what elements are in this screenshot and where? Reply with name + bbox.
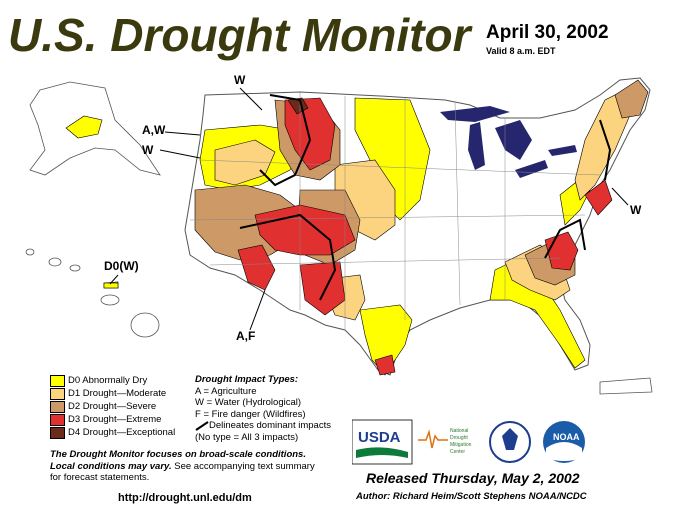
impact-title: Drought Impact Types:	[195, 374, 299, 385]
usda-logo-text: USDA	[358, 429, 401, 446]
legend-label-d2: D2 Drought—Severe	[68, 401, 157, 412]
impact-lines	[239, 94, 612, 301]
impact-delineates-row: Delineates dominant impacts	[195, 420, 331, 432]
label-af: A,F	[236, 329, 255, 343]
label-d0w-hawaii: D0(W)	[104, 259, 139, 273]
label-w-top: W	[234, 73, 246, 87]
impact-note: (No type = All 3 impacts)	[195, 431, 299, 443]
map-date: April 30, 2002	[486, 22, 609, 43]
noaa-logo-text: NOAA	[553, 432, 580, 442]
legend-swatch-d0	[50, 374, 65, 387]
ndmc-signal-icon	[418, 429, 448, 449]
great-lakes	[440, 106, 577, 178]
label-aw: A,W	[142, 123, 166, 137]
delineation-line-icon	[195, 420, 209, 431]
ndmc-line-2: Drought	[450, 435, 468, 441]
impact-water: W = Water (Hydrological)	[195, 397, 302, 408]
legend-label-d1: D1 Drought—Moderate	[68, 388, 167, 399]
legend-item-d3: D3 Drought—Extreme	[50, 413, 175, 426]
author-credit: Author: Richard Heim/Scott Stephens NOAA…	[356, 491, 587, 502]
legend-swatch-d4	[50, 426, 65, 439]
map-title: U.S. Drought Monitor	[8, 9, 471, 61]
impact-fire: F = Fire danger (Wildfires)	[195, 408, 306, 420]
label-pointers	[109, 87, 629, 331]
puerto-rico	[599, 377, 653, 395]
focus-line-2: Local conditions may vary. See accompany…	[50, 461, 350, 473]
alaska-d0	[65, 115, 103, 139]
hawaii-d0	[103, 282, 119, 289]
ndmc-line-4: Center	[450, 449, 465, 455]
legend-item-d2: D2 Drought—Severe	[50, 400, 175, 413]
release-date: Released Thursday, May 2, 2002	[366, 470, 580, 486]
state-borders	[189, 92, 601, 330]
d1-northeast	[574, 89, 631, 201]
hawaii	[25, 248, 160, 338]
legend: D0 Abnormally Dry D1 Drought—Moderate D2…	[50, 374, 175, 439]
legend-item-d0: D0 Abnormally Dry	[50, 374, 175, 387]
d3-arizona	[237, 244, 276, 291]
legend-label-d4: D4 Drought—Exceptional	[68, 427, 176, 438]
d3-south-texas	[374, 354, 396, 376]
legend-label-d0: D0 Abnormally Dry	[68, 375, 148, 386]
focus-line-2-bold: Local conditions may vary.	[50, 460, 172, 472]
d0-texas	[359, 304, 413, 376]
focus-note: The Drought Monitor focuses on broad-sca…	[50, 449, 350, 484]
impact-delineates: Delineates dominant impacts	[209, 420, 331, 431]
label-w-east: W	[630, 203, 642, 217]
legend-item-d4: D4 Drought—Exceptional	[50, 426, 175, 439]
legend-label-d3: D3 Drought—Extreme	[68, 414, 162, 425]
logos-strip: USDA National Drought Mitigation Center …	[351, 419, 585, 465]
focus-line-1: The Drought Monitor focuses on broad-sca…	[50, 449, 306, 460]
legend-swatch-d2	[50, 400, 65, 413]
agency-logos: USDA National Drought Mitigation Center …	[351, 418, 592, 468]
ndmc-line-3: Mitigation	[450, 442, 472, 448]
legend-swatch-d1	[50, 387, 65, 400]
focus-line-3: for forecast statements.	[50, 472, 150, 483]
source-url-link[interactable]: http://drought.unl.edu/dm	[118, 492, 252, 504]
impact-types: Drought Impact Types: A = Agriculture W …	[195, 374, 331, 443]
valid-time: Valid 8 a.m. EDT	[486, 46, 556, 56]
label-w-west: W	[142, 143, 154, 157]
d3-montana-wyoming	[284, 97, 336, 171]
d2-maine	[614, 79, 649, 119]
impact-agriculture: A = Agriculture	[195, 385, 257, 397]
d0-northern-plains	[354, 97, 431, 221]
legend-item-d1: D1 Drought—Moderate	[50, 387, 175, 400]
focus-line-2-rest: See accompanying text summary	[171, 460, 315, 472]
d3-mid-atlantic	[584, 179, 613, 216]
legend-swatch-d3	[50, 413, 65, 426]
ndmc-line-1: National	[450, 428, 468, 434]
